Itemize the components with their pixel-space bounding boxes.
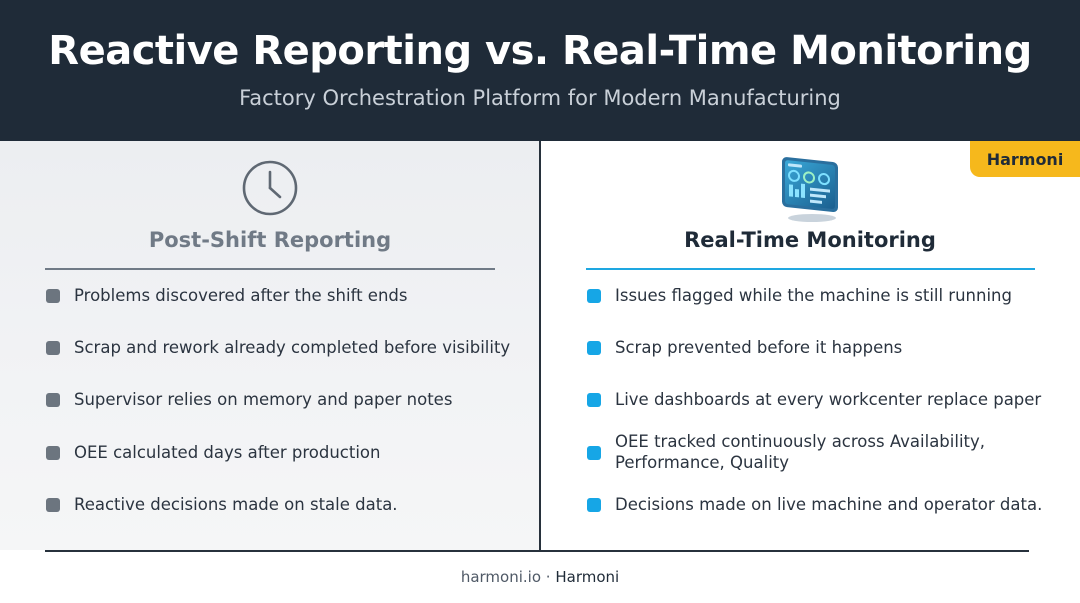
right-column-title: Real-Time Monitoring bbox=[684, 228, 936, 252]
left-list-item: Scrap and rework already completed befor… bbox=[74, 338, 511, 357]
brand-badge: Harmoni bbox=[970, 141, 1080, 177]
left-panel bbox=[0, 141, 540, 550]
left-list-item: Problems discovered after the shift ends bbox=[74, 286, 408, 305]
right-column-rule bbox=[586, 268, 1035, 270]
footer-site-link[interactable]: harmoni.io bbox=[460, 568, 541, 586]
bullet-icon bbox=[46, 289, 60, 303]
page-title: Reactive Reporting vs. Real-Time Monitor… bbox=[48, 28, 1032, 74]
right-list-item: Scrap prevented before it happens bbox=[615, 338, 903, 357]
footer-brand: Harmoni bbox=[555, 568, 620, 586]
right-list-item: Issues flagged while the machine is stil… bbox=[615, 286, 1012, 305]
bullet-icon bbox=[587, 498, 601, 512]
footer-separator: · bbox=[545, 568, 551, 586]
footer: harmoni.io · Harmoni bbox=[0, 568, 1080, 586]
clock-icon bbox=[242, 160, 298, 216]
bullet-icon bbox=[46, 393, 60, 407]
bullet-icon bbox=[587, 446, 601, 460]
footer-rule bbox=[45, 550, 1029, 552]
left-column-rule bbox=[45, 268, 495, 270]
bullet-icon bbox=[46, 446, 60, 460]
page-subtitle: Factory Orchestration Platform for Moder… bbox=[239, 86, 841, 110]
bullet-icon bbox=[587, 393, 601, 407]
bullet-icon bbox=[587, 289, 601, 303]
bullet-icon bbox=[46, 341, 60, 355]
bullet-icon bbox=[587, 341, 601, 355]
left-column-title: Post-Shift Reporting bbox=[148, 228, 392, 252]
right-list-item: OEE tracked continuously across Availabi… bbox=[615, 432, 986, 472]
column-divider bbox=[539, 141, 541, 550]
left-list-item: Supervisor relies on memory and paper no… bbox=[74, 390, 453, 409]
left-list-item: OEE calculated days after production bbox=[74, 443, 381, 462]
bullet-icon bbox=[46, 498, 60, 512]
header-banner: Reactive Reporting vs. Real-Time Monitor… bbox=[0, 0, 1080, 141]
left-list-item: Reactive decisions made on stale data. bbox=[74, 495, 398, 514]
dashboard-monitor-icon bbox=[782, 157, 838, 222]
right-list-item: Live dashboards at every workcenter repl… bbox=[615, 390, 1042, 409]
right-list-item: Decisions made on live machine and opera… bbox=[615, 495, 1043, 514]
